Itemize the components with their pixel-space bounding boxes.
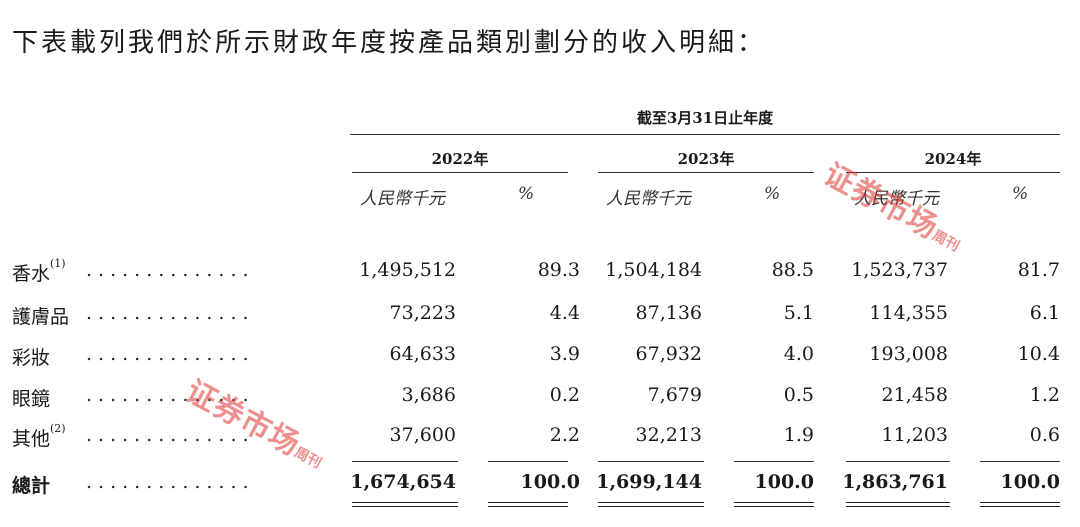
year-2023-header: 2023年 <box>677 150 735 168</box>
year-2022-header: 2022年 <box>431 150 489 168</box>
cell-others-2024: 11,203 <box>881 424 948 446</box>
cell-total-2022-pct: 100.0 <box>520 471 581 493</box>
cell-total-2023-pct: 100.0 <box>754 471 815 493</box>
total-rule-2024 <box>846 461 950 462</box>
sub-amount-2022: 人民幣千元 <box>360 189 445 209</box>
cell-skincare-2024: 114,355 <box>869 302 948 324</box>
cell-total-2024: 1,863,761 <box>842 471 948 493</box>
cell-makeup-2023: 67,932 <box>635 343 702 365</box>
double-rule-2024-pct <box>980 502 1060 507</box>
dot-leader: .............. <box>86 302 255 324</box>
cell-total-2024-pct: 100.0 <box>1000 471 1061 493</box>
sub-amount-2024: 人民幣千元 <box>854 189 939 209</box>
cell-eyewear-2022-pct: 0.2 <box>549 384 580 406</box>
cell-total-2023: 1,699,144 <box>596 471 702 493</box>
cell-others-2022: 37,600 <box>389 424 456 446</box>
year-2023-rule <box>598 172 814 173</box>
cell-makeup-2024-pct: 10.4 <box>1017 343 1060 365</box>
cell-eyewear-2023: 7,679 <box>647 384 702 406</box>
total-rule-2022 <box>352 461 458 462</box>
row-label-total: 總計 <box>12 475 51 497</box>
total-rule-2024-pct <box>980 461 1060 462</box>
cell-perfume-2023-pct: 88.5 <box>771 259 814 281</box>
double-rule-2024 <box>846 502 950 507</box>
dot-leader: .............. <box>86 471 255 493</box>
intro-text: 下表載列我們於所示財政年度按產品類別劃分的收入明細： <box>12 28 767 58</box>
sub-pct-2024: % <box>1012 184 1029 204</box>
cell-makeup-2022-pct: 3.9 <box>549 343 580 365</box>
cell-skincare-2022: 73,223 <box>389 302 456 324</box>
row-label-others: 其他(2) <box>12 422 66 450</box>
dot-leader: .............. <box>86 259 255 281</box>
sub-pct-2022: % <box>518 184 535 204</box>
header-rule <box>350 134 1060 135</box>
cell-makeup-2022: 64,633 <box>389 343 456 365</box>
cell-eyewear-2024-pct: 1.2 <box>1029 384 1060 406</box>
period-header: 截至3月31日止年度 <box>636 109 774 127</box>
cell-perfume-2022-pct: 89.3 <box>537 259 580 281</box>
cell-perfume-2023: 1,504,184 <box>605 259 702 281</box>
cell-others-2023: 32,213 <box>635 424 702 446</box>
cell-perfume-2024-pct: 81.7 <box>1017 259 1060 281</box>
cell-eyewear-2024: 21,458 <box>881 384 948 406</box>
cell-makeup-2023-pct: 4.0 <box>783 343 814 365</box>
cell-skincare-2023: 87,136 <box>635 302 702 324</box>
sub-pct-2023: % <box>764 184 781 204</box>
sub-amount-2023: 人民幣千元 <box>606 189 691 209</box>
year-2022-rule <box>352 172 568 173</box>
cell-skincare-2023-pct: 5.1 <box>783 302 814 324</box>
dot-leader: .............. <box>86 343 255 365</box>
row-label-perfume: 香水(1) <box>12 257 66 285</box>
total-rule-2023 <box>598 461 704 462</box>
double-rule-2023-pct <box>734 502 814 507</box>
total-rule-2022-pct <box>488 461 568 462</box>
dot-leader: .............. <box>86 424 255 446</box>
row-label-makeup: 彩妝 <box>12 347 51 369</box>
cell-eyewear-2023-pct: 0.5 <box>783 384 814 406</box>
cell-others-2022-pct: 2.2 <box>549 424 580 446</box>
cell-makeup-2024: 193,008 <box>869 343 948 365</box>
cell-others-2023-pct: 1.9 <box>783 424 814 446</box>
year-2024-header: 2024年 <box>924 150 982 168</box>
double-rule-2022-pct <box>488 502 568 507</box>
cell-total-2022: 1,674,654 <box>350 471 456 493</box>
cell-skincare-2024-pct: 6.1 <box>1029 302 1060 324</box>
total-rule-2023-pct <box>734 461 814 462</box>
cell-eyewear-2022: 3,686 <box>401 384 456 406</box>
cell-perfume-2022: 1,495,512 <box>359 259 456 281</box>
row-label-eyewear: 眼鏡 <box>12 388 51 410</box>
double-rule-2022 <box>352 502 458 507</box>
double-rule-2023 <box>598 502 704 507</box>
dot-leader: .............. <box>86 384 255 406</box>
cell-skincare-2022-pct: 4.4 <box>549 302 580 324</box>
year-2024-rule <box>846 172 1060 173</box>
cell-others-2024-pct: 0.6 <box>1029 424 1060 446</box>
row-label-skincare: 護膚品 <box>12 306 70 328</box>
watermark-stamp: 证券市场周刊 <box>179 374 324 472</box>
cell-perfume-2024: 1,523,737 <box>851 259 948 281</box>
